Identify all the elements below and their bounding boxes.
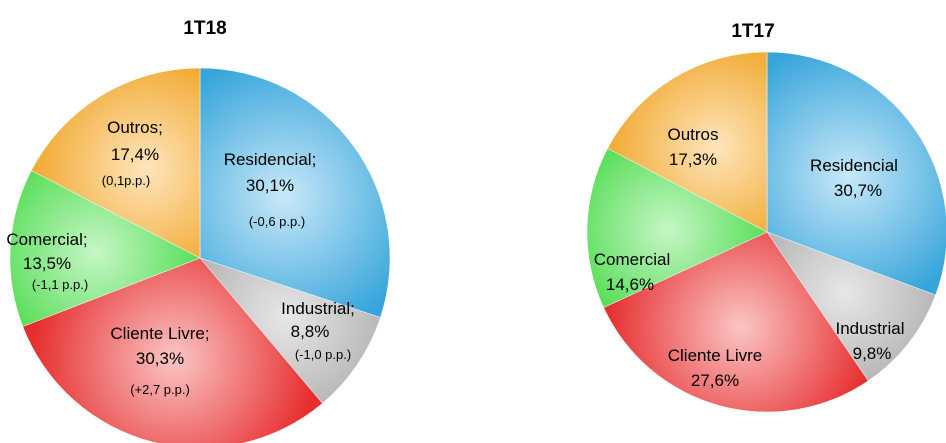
slice-cli: [22, 257, 323, 443]
slice-cli-value-text: 30,3%: [136, 349, 184, 368]
slice-res-label: Residencial: [810, 156, 898, 175]
slice-out: [31, 67, 201, 259]
slice-ind-label: Industrial;: [281, 299, 355, 318]
slice-res-label: Residencial;: [224, 150, 317, 169]
chart-title: 1T17: [731, 21, 774, 42]
slice-ind: [199, 257, 381, 404]
slice-res: [199, 67, 391, 318]
slice-com-value-text: 14,6%: [606, 275, 654, 294]
slice-res-value-text: 30,1%: [246, 176, 294, 195]
slice-out-change: (0,1p.p.): [102, 173, 150, 188]
chart-title: 1T18: [183, 18, 226, 39]
slice-ind-value-text: 9,8%: [853, 344, 892, 363]
slice-com-label: Comercial: [594, 250, 671, 269]
slice-res-change: (-0,6 p.p.): [249, 214, 305, 229]
slice-com-value-text: 13,5%: [23, 254, 71, 273]
pie-chart-1T17: 1T17 Residencial 30,7% Industrial 9,8% Client…: [586, 21, 946, 413]
slice-out-value-text: 17,4%: [111, 145, 159, 164]
slice-ind-change: (-1,0 p.p.): [295, 347, 351, 362]
slice-out: [607, 51, 768, 233]
slice-com: [9, 170, 201, 327]
pie-chart-1T18: 1T18 Residencial; 30,1% (-0,6 p.p.) Industri…: [6, 18, 391, 443]
slice-cli-label: Cliente Livre;: [110, 324, 209, 343]
slice-ind-value-text: 8,8%: [291, 322, 330, 341]
slice-cli-label: Cliente Livre: [668, 346, 763, 365]
slice-cli-change: (+2,7 p.p.): [130, 382, 190, 397]
slice-ind-label: Industrial: [836, 319, 905, 338]
slice-cli: [603, 231, 869, 413]
slice-out-label: Outros: [667, 125, 718, 144]
slice-cli-value-text: 27,6%: [691, 371, 739, 390]
slice-out-label: Outros;: [107, 118, 163, 137]
slice-ind: [766, 231, 936, 382]
slice-com-label: Comercial;: [6, 230, 87, 249]
slice-com-change: (-1,1 p.p.): [32, 277, 88, 292]
slice-res-value-text: 30,7%: [834, 181, 882, 200]
slice-com: [586, 147, 768, 308]
slice-out-value-text: 17,3%: [669, 150, 717, 169]
